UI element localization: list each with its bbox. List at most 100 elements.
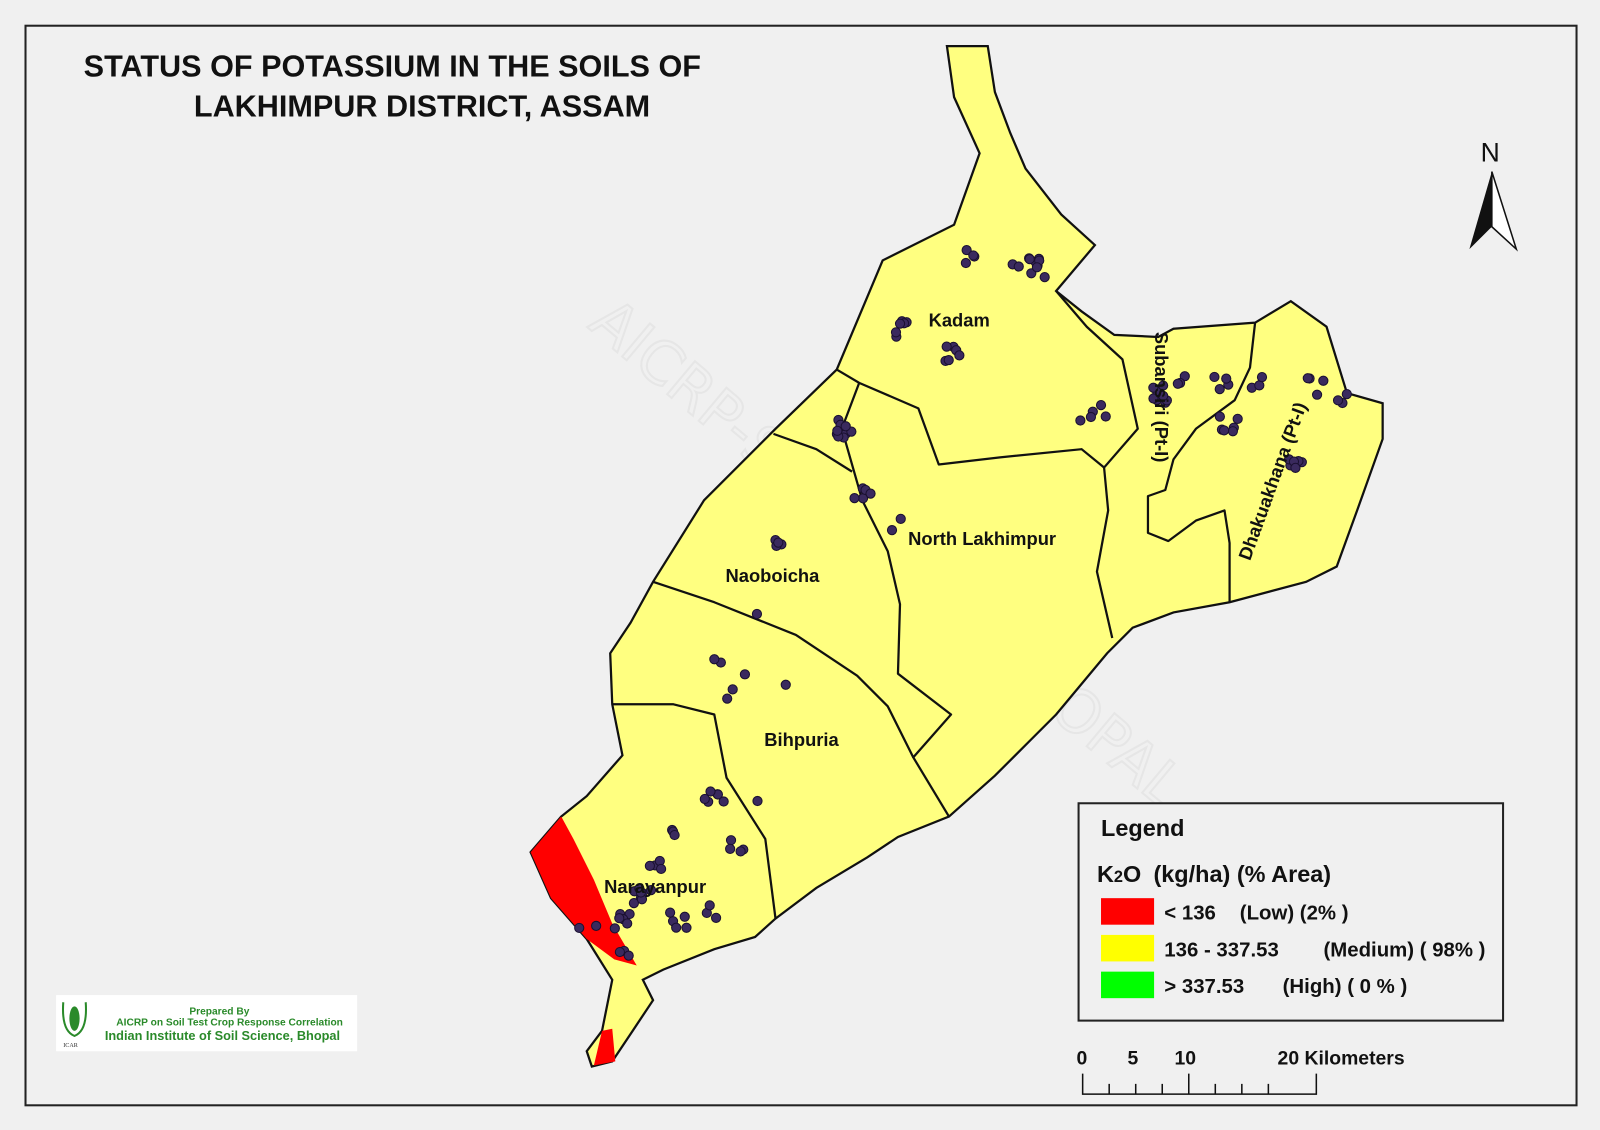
sample-point [614,913,625,924]
credit-box: ICAR Prepared By AICRP on Soil Test Crop… [56,995,358,1052]
sample-point [628,897,639,909]
sample-point [1221,373,1232,384]
sample-point [780,679,791,690]
map-title-line1: STATUS OF POTASSIUM IN THE SOILS OF [84,50,701,84]
sample-point [840,421,851,432]
north-arrow-icon: N [1469,137,1518,252]
sample-point [751,608,763,620]
svg-text:5: 5 [1128,1047,1139,1069]
sample-point [709,654,720,665]
svg-text:0: 0 [1077,1047,1088,1069]
label-bihpuria: Bihpuria [764,729,839,750]
sample-point [725,843,736,854]
sample-point [961,244,972,256]
credit-line1: Prepared By [189,1006,249,1017]
sample-point [1179,371,1190,382]
sample-point [1302,373,1313,384]
sample-point [644,860,655,871]
sample-point [1100,411,1111,422]
sample-point [1158,380,1169,391]
sample-point [1232,413,1243,424]
boundary-naoboicha-bihpuria [652,580,915,758]
label-naoboicha: Naoboicha [726,565,821,586]
svg-text:10: 10 [1174,1047,1196,1069]
sample-point [718,796,729,807]
boundary-naoboicha-top [773,432,853,473]
svg-text:N: N [1481,137,1500,167]
icar-logo-icon: ICAR [61,1002,88,1049]
sample-point [681,922,692,933]
sample-point [1227,426,1238,437]
sample-point [1031,262,1043,273]
credit-line3: Indian Institute of Soil Science, Bhopal [105,1028,340,1043]
credit-line2: AICRP on Soil Test Crop Response Correla… [116,1018,343,1029]
sample-point [1214,411,1225,422]
sample-point [1318,375,1329,386]
sample-point [671,922,682,933]
sample-point [710,912,722,923]
sample-point [1256,372,1268,383]
sample-point [704,900,715,911]
boundary-kadam-subansiri [1055,290,1139,639]
sample-point [1311,389,1323,400]
sample-point [1039,272,1050,283]
sample-point [1209,371,1220,383]
label-narayanpur: Narayanpur [604,876,706,897]
sample-point [739,669,751,680]
sample-point [773,537,784,548]
sample-point [722,693,733,704]
svg-text:ICAR: ICAR [63,1043,79,1049]
sample-point [1024,254,1035,265]
sample-point [591,920,602,932]
sample-point [1341,389,1352,400]
svg-text:20 Kilometers: 20 Kilometers [1278,1047,1405,1069]
sample-point [960,257,971,269]
legend: Legend K2O (kg/ha) (% Area) < 136 (Low) (2… [1077,802,1505,1022]
boundary-naoboicha-north-lakhimpur [840,382,953,818]
label-subansiri: Subansiri (Pt-I) [1151,332,1172,463]
sample-points [574,244,1352,961]
legend-swatch [1101,898,1155,925]
sample-point [890,327,902,338]
sample-point [968,250,979,261]
scale-bar: 0 5 10 20 Kilometers [1077,1047,1405,1095]
sample-point [665,907,676,918]
legend-swatch [1101,934,1155,962]
sample-point [895,513,906,524]
sample-point [635,887,647,898]
sample-point [609,923,620,934]
sample-point [865,488,876,499]
sample-point [1148,382,1159,393]
sample-point [727,684,738,695]
sample-point [699,793,710,805]
sample-point [1013,261,1024,272]
sample-point [943,354,954,366]
sample-point [645,884,657,896]
sample-point [574,922,585,934]
sample-point [1218,425,1230,436]
sample-point [669,829,680,841]
sample-point [1148,393,1159,404]
sample-point [1075,415,1086,426]
sample-point [1332,395,1344,406]
sample-point [1214,384,1225,395]
label-kadam: Kadam [929,310,990,331]
sample-point [1290,462,1301,473]
sample-point [752,795,763,807]
legend-class: (High) ( 0 % ) [1283,976,1408,998]
sample-point [954,350,965,361]
legend-range: < 136 [1164,903,1216,925]
sample-point [725,835,737,846]
sample-point [614,946,625,958]
sample-point [679,911,690,922]
sample-point [705,786,716,797]
low-potassium-area-small [593,1028,616,1066]
sample-point [1095,400,1107,411]
sample-point [894,318,906,329]
sample-point [832,425,843,436]
legend-range: 136 - 337.53 [1164,939,1279,961]
sample-point [735,846,746,857]
sample-point [849,493,860,504]
boundary-bihpuria-narayanpur [612,703,777,919]
